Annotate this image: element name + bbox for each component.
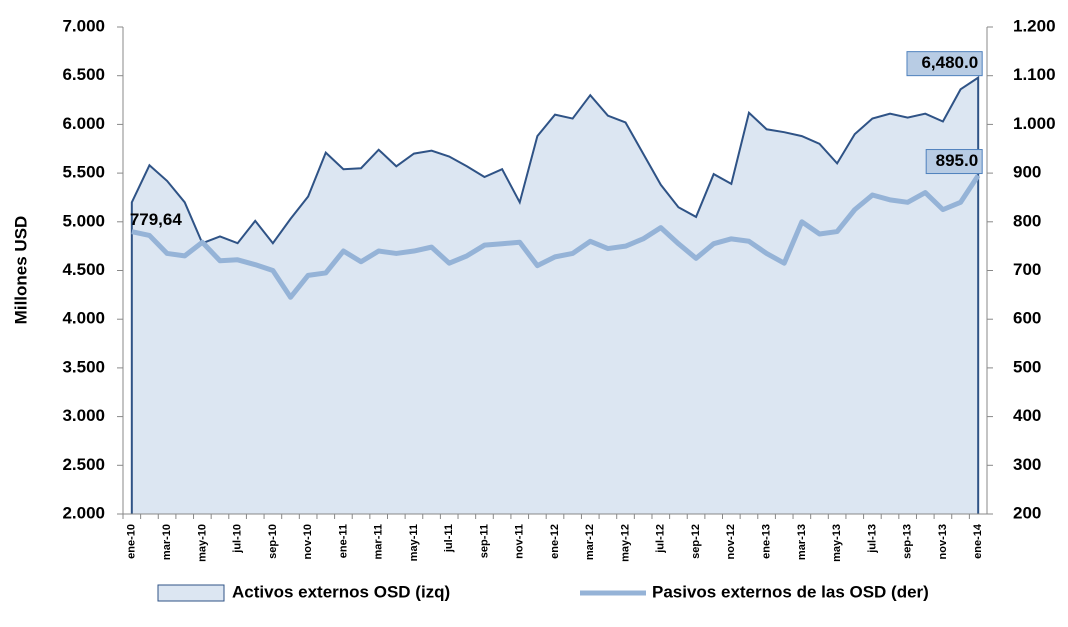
y2-tick-label: 1.200	[1013, 16, 1056, 35]
x-tick-label: mar-11	[373, 524, 385, 559]
x-tick-label: nov-13	[937, 524, 949, 559]
x-tick-label: jul-13	[866, 524, 878, 554]
y-tick-label: 6.500	[62, 65, 105, 84]
x-tick-label: ene-13	[760, 524, 772, 559]
y-tick-label: 3.500	[62, 357, 105, 376]
x-tick-label: jul-11	[443, 524, 455, 553]
x-tick-label: jul-10	[232, 524, 244, 554]
y-tick-label: 7.000	[62, 16, 105, 35]
area-outline	[130, 75, 980, 514]
x-tick-label: jul-12	[655, 524, 667, 554]
x-tick-label: sep-12	[690, 524, 702, 559]
x-tick-label: sep-13	[902, 524, 914, 559]
legend-swatch	[157, 584, 225, 602]
x-tick-label: ene-14	[972, 523, 984, 559]
y2-tick-label: 1.100	[1013, 65, 1056, 84]
x-tick-label: may-13	[831, 524, 843, 562]
y2-tick-label: 400	[1013, 406, 1041, 425]
x-tick-label: sep-10	[267, 524, 279, 559]
y2-tick-label: 700	[1013, 260, 1041, 279]
y-tick-label: 6.000	[62, 114, 105, 133]
x-tick-label: ene-12	[549, 524, 561, 559]
value-label-box	[925, 149, 983, 175]
area	[131, 77, 979, 514]
y-tick-label: 2.000	[62, 503, 105, 522]
y-axis-title: Millones USD	[11, 216, 30, 325]
value-label: 6,480.0	[921, 53, 978, 72]
x-tick-label: may-12	[619, 524, 631, 562]
x-tick-label: may-10	[196, 524, 208, 562]
y-tick-label: 5.500	[62, 163, 105, 182]
value-label: 779,64	[130, 210, 183, 229]
legend-label: Pasivos externos de las OSD (der)	[652, 582, 929, 601]
x-tick-label: ene-11	[337, 524, 349, 558]
x-tick-label: nov-11	[514, 524, 526, 559]
y2-tick-label: 900	[1013, 163, 1041, 182]
y-tick-label: 2.500	[62, 455, 105, 474]
y-tick-label: 3.000	[62, 406, 105, 425]
x-tick-label: ene-10	[126, 524, 138, 559]
x-tick-label: sep-11	[478, 524, 490, 558]
y2-tick-label: 500	[1013, 357, 1041, 376]
y2-tick-label: 600	[1013, 309, 1041, 328]
x-tick-label: mar-13	[796, 524, 808, 560]
y-tick-label: 4.000	[62, 309, 105, 328]
y2-tick-label: 1.000	[1013, 114, 1056, 133]
x-tick-label: nov-12	[725, 524, 737, 559]
value-label: 895.0	[936, 151, 979, 170]
y2-tick-label: 300	[1013, 455, 1041, 474]
y2-tick-label: 800	[1013, 211, 1041, 230]
legend-label: Activos externos OSD (izq)	[232, 582, 450, 601]
x-tick-label: nov-10	[302, 524, 314, 559]
y-tick-label: 5.000	[62, 211, 105, 230]
x-tick-label: mar-12	[584, 524, 596, 560]
y2-tick-label: 200	[1013, 503, 1041, 522]
x-tick-label: may-11	[408, 524, 420, 561]
line	[131, 174, 981, 300]
y-tick-label: 4.500	[62, 260, 105, 279]
value-label-box	[906, 51, 983, 77]
x-tick-label: mar-10	[161, 524, 173, 560]
